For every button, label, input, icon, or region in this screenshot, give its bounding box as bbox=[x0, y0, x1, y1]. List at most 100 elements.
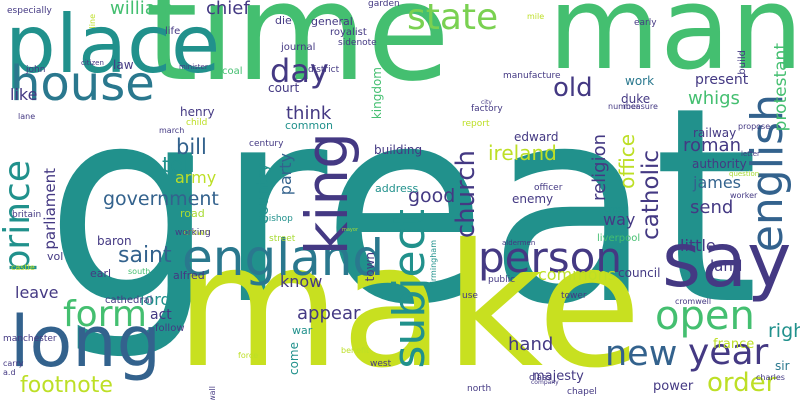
cloud-word-class: class bbox=[529, 373, 552, 383]
cloud-word-good: good bbox=[408, 185, 456, 207]
cloud-word-follow: follow bbox=[155, 323, 185, 334]
cloud-word-earl: earl bbox=[90, 267, 112, 280]
cloud-word-think: think bbox=[286, 103, 332, 124]
cloud-word-benefit: benefit bbox=[341, 346, 370, 355]
cloud-word-question: question bbox=[729, 170, 760, 178]
cloud-word-castle: castle bbox=[11, 263, 35, 272]
cloud-word-liverpool: liverpool bbox=[597, 233, 641, 244]
cloud-word-wall: wall bbox=[208, 385, 217, 400]
cloud-word-ireland: ireland bbox=[488, 141, 557, 165]
cloud-word-citizen: citizen bbox=[81, 59, 104, 67]
cloud-word-whigs: whigs bbox=[688, 88, 740, 109]
cloud-word-address: address bbox=[375, 182, 419, 195]
cloud-word-commons: commons bbox=[538, 265, 617, 284]
cloud-word-working: working bbox=[175, 228, 211, 238]
cloud-word-alfred: alfred bbox=[173, 269, 205, 282]
cloud-word-baron: baron bbox=[97, 234, 132, 248]
cloud-word-place: place bbox=[5, 0, 221, 91]
cloud-word-majesty: majesty bbox=[532, 369, 584, 384]
cloud-word-james: james bbox=[693, 173, 742, 192]
cloud-word-footnote: footnote bbox=[20, 373, 113, 398]
cloud-word-letter: letter bbox=[741, 150, 760, 158]
cloud-word-william: william bbox=[110, 0, 174, 19]
cloud-word-work: work bbox=[625, 74, 655, 88]
cloud-word-new: new bbox=[605, 334, 678, 374]
cloud-word-mayor: mayor bbox=[342, 227, 359, 233]
cloud-word-tower: tower bbox=[561, 291, 587, 301]
cloud-word-charles: charles bbox=[756, 373, 785, 382]
cloud-word-west: west bbox=[370, 359, 392, 369]
cloud-word-hand: hand bbox=[508, 334, 554, 355]
cloud-word-report: report bbox=[462, 119, 490, 129]
cloud-word-land: land bbox=[710, 257, 743, 275]
cloud-word-sir: sir bbox=[775, 359, 790, 373]
cloud-word-authority: authority bbox=[692, 157, 747, 171]
cloud-word-cross: cross bbox=[604, 205, 628, 215]
cloud-word-coal: coal bbox=[222, 66, 243, 77]
cloud-word-kingdom: kingdom bbox=[370, 67, 384, 120]
cloud-word-enemy: enemy bbox=[512, 192, 554, 206]
cloud-word-party: party bbox=[276, 153, 295, 196]
cloud-word-saint: saint bbox=[118, 243, 172, 268]
cloud-word-religion: religion bbox=[589, 133, 610, 201]
cloud-word-vol: vol bbox=[47, 250, 64, 263]
cloud-word-carry: carry bbox=[3, 359, 24, 368]
cloud-word-royalist: royalist bbox=[330, 27, 367, 38]
cloud-word-early: early bbox=[634, 18, 657, 28]
cloud-word-parliament: parliament bbox=[41, 168, 59, 250]
cloud-word-company: company bbox=[531, 379, 559, 386]
cloud-word-catholic: catholic bbox=[638, 149, 664, 240]
cloud-word-manufacture: manufacture bbox=[503, 71, 561, 81]
cloud-word-way: way bbox=[603, 210, 636, 229]
cloud-word-john: john bbox=[26, 65, 46, 75]
cloud-word-subject: subject bbox=[384, 208, 435, 369]
cloud-word-council: council bbox=[618, 266, 661, 280]
cloud-word-protestant: protestant bbox=[771, 43, 791, 132]
cloud-word-roman: roman bbox=[683, 135, 741, 156]
cloud-word-order: order bbox=[707, 368, 777, 398]
cloud-word-general: general bbox=[311, 15, 353, 28]
cloud-word-act: act bbox=[150, 307, 172, 323]
cloud-word-use: use bbox=[462, 291, 478, 301]
cloud-word-chief: chief bbox=[206, 0, 250, 19]
cloud-word-common: common bbox=[285, 119, 333, 132]
cloud-word-city: city bbox=[481, 99, 492, 106]
cloud-word-person: person bbox=[478, 233, 622, 282]
cloud-word-sidenote: sidenote bbox=[338, 38, 377, 48]
cloud-word-court: court bbox=[268, 81, 300, 95]
cloud-word-century: century bbox=[249, 139, 284, 149]
cloud-word-open: open bbox=[655, 293, 755, 339]
cloud-word-edward: edward bbox=[514, 130, 559, 144]
cloud-word-building: building bbox=[374, 143, 423, 157]
cloud-word-time: time bbox=[145, 0, 451, 111]
cloud-word-officer: officer bbox=[534, 183, 563, 193]
cloud-word-force: force bbox=[238, 351, 259, 360]
cloud-word-a-d: a.d bbox=[3, 368, 16, 377]
cloud-word-know: know bbox=[280, 272, 323, 291]
cloud-word-send: send bbox=[690, 197, 734, 218]
cloud-word-army: army bbox=[175, 168, 217, 187]
cloud-word-make: make bbox=[175, 208, 642, 400]
cloud-word-say: say bbox=[662, 216, 792, 304]
cloud-word-lane: lane bbox=[18, 112, 36, 121]
cloud-word-right: right bbox=[768, 320, 800, 342]
cloud-word-line: line bbox=[88, 13, 97, 29]
cloud-word-number: number bbox=[608, 102, 640, 111]
cloud-word-form: form bbox=[63, 294, 147, 335]
cloud-word-build: build bbox=[737, 50, 748, 75]
cloud-word-appear: appear bbox=[297, 303, 361, 324]
cloud-word-aldermen: aldermen bbox=[502, 239, 536, 247]
cloud-word-present: present bbox=[695, 72, 749, 88]
cloud-word-war: war bbox=[292, 324, 313, 337]
cloud-word-bishop: bishop bbox=[263, 214, 293, 224]
cloud-word-year: year bbox=[688, 332, 769, 373]
cloud-word-tell: tell bbox=[162, 153, 195, 177]
cloud-word-minister: minister bbox=[179, 63, 208, 71]
cloud-word-man: man bbox=[548, 0, 800, 96]
cloud-word-garden: garden bbox=[368, 0, 400, 9]
cloud-word-south: south bbox=[128, 267, 151, 276]
cloud-word-law: law bbox=[113, 58, 134, 72]
cloud-word-cathedral: cathedral bbox=[105, 295, 153, 306]
cloud-word-especially: especially bbox=[7, 6, 52, 16]
